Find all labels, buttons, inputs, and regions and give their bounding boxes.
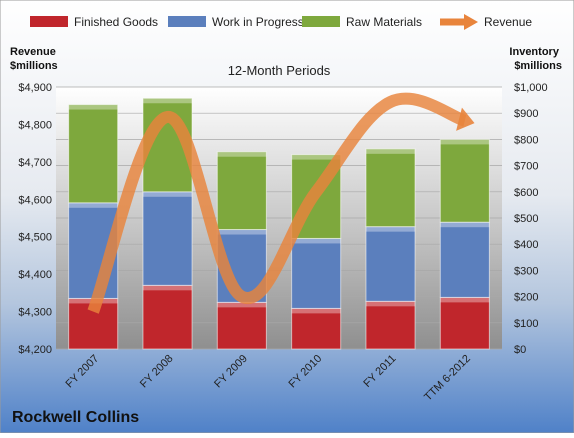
legend-label: Raw Materials xyxy=(346,15,422,29)
bar-segment-work-in-progress xyxy=(142,191,193,286)
bar-segment-highlight xyxy=(142,98,193,104)
bar-segment-raw-materials xyxy=(439,138,490,223)
bar-segment-finished-goods xyxy=(365,300,416,350)
left-axis-ticks: $4,200 $4,300 $4,400 $4,500 $4,600 $4,700 $4,8… xyxy=(18,82,52,356)
bar-segment-highlight xyxy=(142,285,193,291)
left-axis-tick-label: $4,600 xyxy=(18,194,52,206)
bar-segment-highlight xyxy=(68,202,118,208)
bar-segment-highlight xyxy=(440,297,490,303)
bar-segment-highlight xyxy=(365,148,416,154)
right-axis-tick-label: $0 xyxy=(514,344,526,356)
bar-segment-highlight xyxy=(440,139,490,145)
revenue-line xyxy=(87,92,467,314)
bar-segment-highlight xyxy=(365,226,416,232)
left-axis-tick-label: $4,700 xyxy=(18,157,52,169)
right-axis-tick-label: $1,000 xyxy=(514,82,548,94)
bar-segment-highlight xyxy=(440,222,490,228)
left-axis-tick-label: $4,200 xyxy=(18,344,52,356)
bar-segment-highlight xyxy=(291,238,341,244)
bar-segment-highlight xyxy=(142,191,193,197)
bar-segment-raw-materials xyxy=(216,151,267,231)
left-axis-tick-label: $4,300 xyxy=(18,307,52,319)
right-axis-label-line2: $millions xyxy=(514,60,562,72)
legend-label: Finished Goods xyxy=(74,15,158,29)
bar-segment-highlight xyxy=(217,302,267,308)
right-axis-tick-label: $900 xyxy=(514,108,538,120)
left-axis-tick-label: $4,800 xyxy=(18,119,52,131)
legend: Finished Goods Work in Progress Raw Materi… xyxy=(30,14,532,30)
left-axis-label-line1: Revenue xyxy=(10,46,56,58)
bar-segment-finished-goods xyxy=(439,296,490,350)
bar-segment-finished-goods xyxy=(291,307,342,350)
bar-segment-highlight xyxy=(68,104,118,110)
legend-swatch xyxy=(168,16,206,27)
chart-title: 12-Month Periods xyxy=(228,63,331,78)
revenue-line-group xyxy=(87,92,475,314)
left-axis-tick-label: $4,400 xyxy=(18,269,52,281)
right-axis-tick-label: $800 xyxy=(514,134,538,146)
legend-swatch xyxy=(30,16,68,27)
bar-segment-work-in-progress xyxy=(291,237,342,309)
right-axis-ticks: $0 $100 $200 $300 $400 $500 $600 $700 $800 $900 $1… xyxy=(514,82,548,356)
bar-segment-highlight xyxy=(291,308,341,314)
bar-segment-highlight xyxy=(217,151,267,157)
right-axis-tick-label: $400 xyxy=(514,239,538,251)
left-axis-tick-label: $4,900 xyxy=(18,82,52,94)
bar-segment-highlight xyxy=(291,154,341,160)
bar-segment-finished-goods xyxy=(142,284,193,350)
left-axis-label: Revenue $millions xyxy=(10,46,59,72)
legend-arrow-icon xyxy=(464,14,478,30)
bar-segment-work-in-progress xyxy=(365,226,416,302)
bar-segment-finished-goods xyxy=(68,297,119,350)
right-axis-label-line1: Inventory xyxy=(509,46,559,58)
right-axis-tick-label: $300 xyxy=(514,265,538,277)
right-axis-tick-label: $100 xyxy=(514,318,538,330)
right-axis-tick-label: $700 xyxy=(514,161,538,173)
bar-segment-raw-materials xyxy=(365,148,416,228)
left-axis-label-line2: $millions xyxy=(10,60,58,72)
bar-segment-highlight xyxy=(217,229,267,235)
revenue-line-arrowhead xyxy=(456,107,475,131)
right-axis-tick-label: $200 xyxy=(514,292,538,304)
legend-label: Revenue xyxy=(484,15,532,29)
bar-segment-highlight xyxy=(365,301,416,307)
right-axis-label: Inventory $millions xyxy=(509,46,562,72)
bar-segment-finished-goods xyxy=(216,301,267,350)
bar-segment-work-in-progress xyxy=(439,221,490,298)
bar-segment-raw-materials xyxy=(68,104,119,204)
left-axis-tick-label: $4,500 xyxy=(18,232,52,244)
legend-swatch xyxy=(302,16,340,27)
right-axis-tick-label: $500 xyxy=(514,213,538,225)
company-name: Rockwell Collins xyxy=(12,409,139,426)
right-axis-tick-label: $600 xyxy=(514,187,538,199)
legend-label: Work in Progress xyxy=(212,15,304,29)
